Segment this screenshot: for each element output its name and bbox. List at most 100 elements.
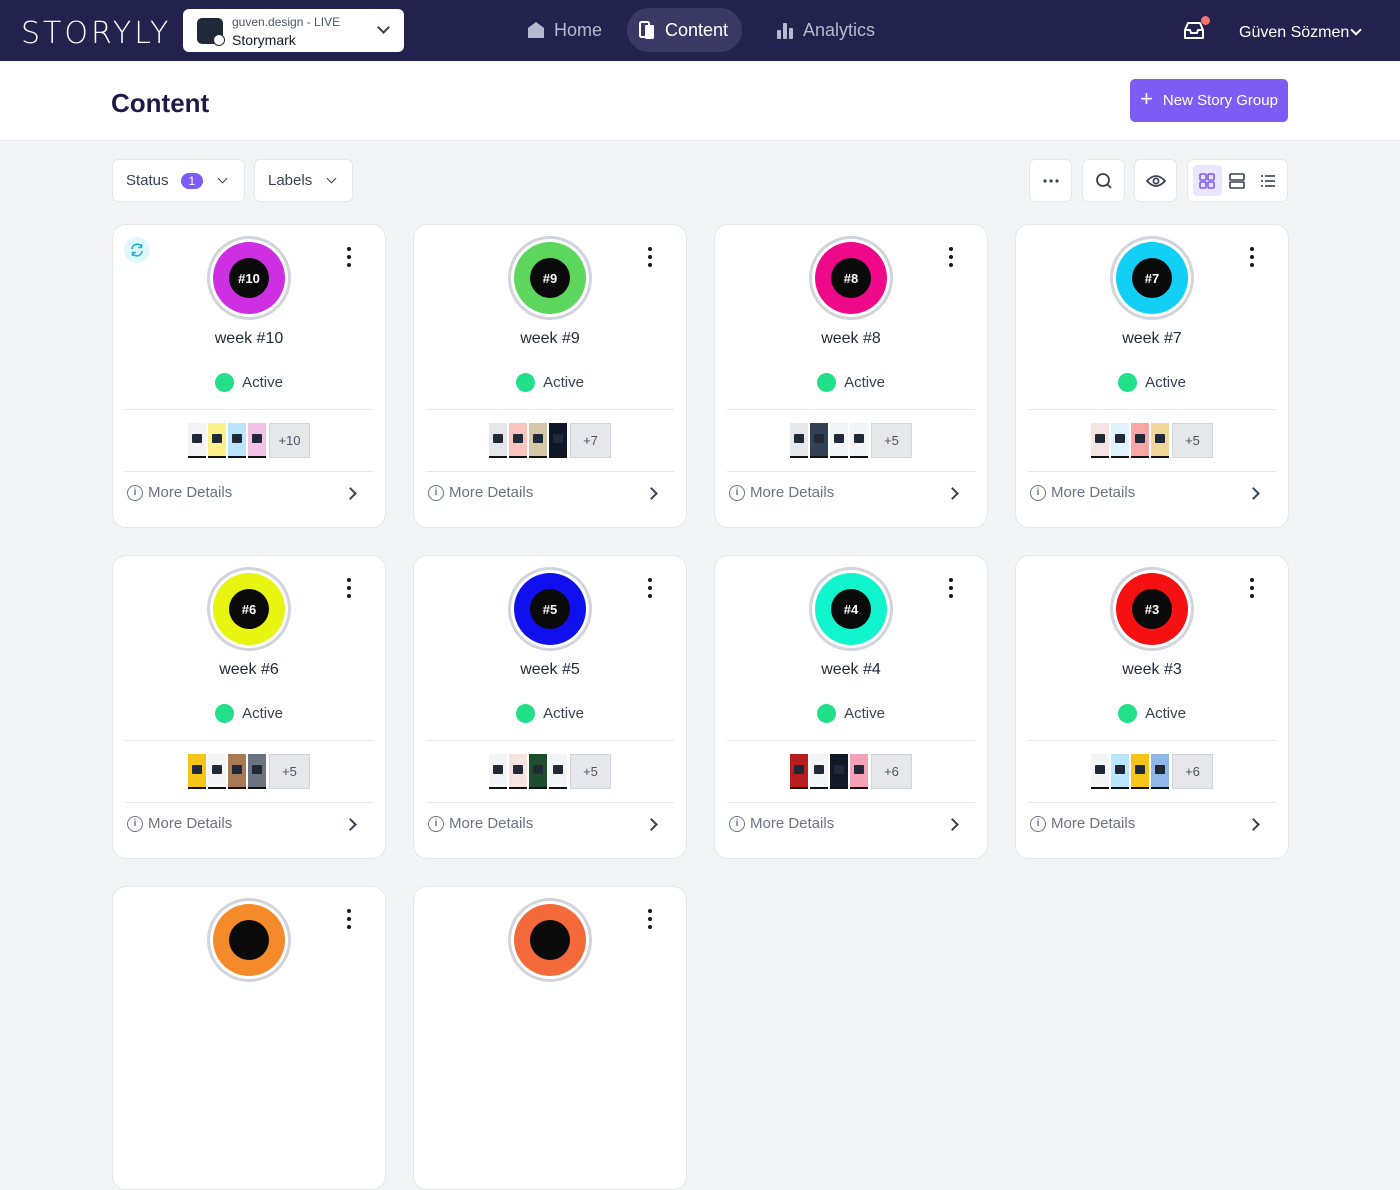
- more-stories-count[interactable]: +6: [1172, 754, 1213, 789]
- more-details-link[interactable]: i More Details: [428, 815, 533, 832]
- story-thumbnail[interactable]: [810, 423, 828, 458]
- search-button[interactable]: [1082, 159, 1125, 202]
- story-thumbnail[interactable]: [489, 754, 507, 789]
- story-thumbnail[interactable]: [810, 754, 828, 789]
- chevron-right-icon[interactable]: [1247, 818, 1260, 831]
- more-details-link[interactable]: i More Details: [428, 484, 533, 501]
- story-thumbnail[interactable]: [549, 754, 567, 789]
- story-thumbnail[interactable]: [1091, 423, 1109, 458]
- story-group-cover[interactable]: #3: [1110, 567, 1194, 651]
- app-selector[interactable]: guven.design - LIVE Storymark: [183, 9, 404, 52]
- story-thumbnail[interactable]: [790, 754, 808, 789]
- kebab-menu-icon[interactable]: [647, 909, 653, 929]
- story-group-card[interactable]: #7 week #7 Active +5 i More Details: [1015, 224, 1289, 528]
- story-group-card[interactable]: #10 week #10 Active +10 i More Details: [112, 224, 386, 528]
- story-group-cover[interactable]: #9: [508, 236, 592, 320]
- story-thumbnail[interactable]: [1151, 754, 1169, 789]
- kebab-menu-icon[interactable]: [647, 247, 653, 267]
- user-menu[interactable]: Güven Sözmen: [1239, 24, 1350, 41]
- story-group-cover[interactable]: [508, 898, 592, 982]
- story-thumbnail[interactable]: [1131, 423, 1149, 458]
- kebab-menu-icon[interactable]: [346, 578, 352, 598]
- story-group-cover[interactable]: #6: [207, 567, 291, 651]
- chevron-right-icon[interactable]: [344, 487, 357, 500]
- more-stories-count[interactable]: +5: [1172, 423, 1213, 458]
- story-group-card[interactable]: #3 week #3 Active +6 i More Details: [1015, 555, 1289, 859]
- chevron-right-icon[interactable]: [645, 487, 658, 500]
- story-thumbnail[interactable]: [208, 754, 226, 789]
- story-thumbnail[interactable]: [1151, 423, 1169, 458]
- more-options-button[interactable]: [1029, 159, 1072, 202]
- story-group-cover[interactable]: #10: [207, 236, 291, 320]
- kebab-menu-icon[interactable]: [948, 247, 954, 267]
- story-thumbnail[interactable]: [830, 423, 848, 458]
- kebab-menu-icon[interactable]: [1249, 578, 1255, 598]
- story-thumbnail[interactable]: [1111, 754, 1129, 789]
- status-filter[interactable]: Status 1: [112, 159, 245, 202]
- more-stories-count[interactable]: +7: [570, 423, 611, 458]
- story-thumbnail[interactable]: [509, 754, 527, 789]
- story-group-card[interactable]: #5 week #5 Active +5 i More Details: [413, 555, 687, 859]
- more-details-link[interactable]: i More Details: [729, 484, 834, 501]
- story-thumbnail[interactable]: [509, 423, 527, 458]
- more-details-link[interactable]: i More Details: [127, 815, 232, 832]
- card-view-button[interactable]: [1223, 165, 1252, 196]
- kebab-menu-icon[interactable]: [1249, 247, 1255, 267]
- more-stories-count[interactable]: +5: [269, 754, 310, 789]
- story-group-card[interactable]: #4 week #4 Active +6 i More Details: [714, 555, 988, 859]
- more-stories-count[interactable]: +5: [570, 754, 611, 789]
- story-thumbnail[interactable]: [489, 423, 507, 458]
- story-group-cover[interactable]: #5: [508, 567, 592, 651]
- more-stories-count[interactable]: +10: [269, 423, 310, 458]
- chevron-right-icon[interactable]: [946, 487, 959, 500]
- labels-filter[interactable]: Labels: [254, 159, 353, 202]
- chevron-down-icon[interactable]: [1350, 24, 1362, 36]
- story-thumbnail[interactable]: [549, 423, 567, 458]
- nav-analytics[interactable]: Analytics: [765, 8, 889, 52]
- story-thumbnail[interactable]: [248, 423, 266, 458]
- nav-home[interactable]: Home: [516, 8, 616, 52]
- story-group-card[interactable]: #8 week #8 Active +5 i More Details: [714, 224, 988, 528]
- grid-view-button[interactable]: [1192, 165, 1222, 196]
- story-group-card[interactable]: [112, 886, 386, 1190]
- more-details-link[interactable]: i More Details: [1030, 815, 1135, 832]
- story-thumbnail[interactable]: [1131, 754, 1149, 789]
- story-group-cover[interactable]: #4: [809, 567, 893, 651]
- story-thumbnail[interactable]: [529, 423, 547, 458]
- preview-button[interactable]: [1134, 159, 1177, 202]
- more-stories-count[interactable]: +6: [871, 754, 912, 789]
- story-group-card[interactable]: #9 week #9 Active +7 i More Details: [413, 224, 687, 528]
- story-group-cover[interactable]: #8: [809, 236, 893, 320]
- story-thumbnail[interactable]: [228, 754, 246, 789]
- story-thumbnail[interactable]: [188, 754, 206, 789]
- nav-content[interactable]: Content: [627, 8, 743, 52]
- chevron-right-icon[interactable]: [1247, 487, 1260, 500]
- story-thumbnail[interactable]: [830, 754, 848, 789]
- new-story-group-button[interactable]: + New Story Group: [1130, 79, 1288, 122]
- storyly-logo[interactable]: STORYLY: [21, 16, 172, 51]
- story-group-card[interactable]: [413, 886, 687, 1190]
- story-thumbnail[interactable]: [850, 423, 868, 458]
- more-details-link[interactable]: i More Details: [729, 815, 834, 832]
- story-thumbnail[interactable]: [1091, 754, 1109, 789]
- kebab-menu-icon[interactable]: [948, 578, 954, 598]
- chevron-right-icon[interactable]: [645, 818, 658, 831]
- more-details-link[interactable]: i More Details: [1030, 484, 1135, 501]
- more-stories-count[interactable]: +5: [871, 423, 912, 458]
- chevron-right-icon[interactable]: [344, 818, 357, 831]
- chevron-right-icon[interactable]: [946, 818, 959, 831]
- story-thumbnail[interactable]: [248, 754, 266, 789]
- story-thumbnail[interactable]: [188, 423, 206, 458]
- story-thumbnail[interactable]: [208, 423, 226, 458]
- story-group-cover[interactable]: #7: [1110, 236, 1194, 320]
- story-group-cover[interactable]: [207, 898, 291, 982]
- story-thumbnail[interactable]: [790, 423, 808, 458]
- kebab-menu-icon[interactable]: [346, 247, 352, 267]
- kebab-menu-icon[interactable]: [647, 578, 653, 598]
- story-thumbnail[interactable]: [850, 754, 868, 789]
- kebab-menu-icon[interactable]: [346, 909, 352, 929]
- story-thumbnail[interactable]: [1111, 423, 1129, 458]
- story-thumbnail[interactable]: [228, 423, 246, 458]
- list-view-button[interactable]: [1253, 165, 1282, 196]
- notifications-button[interactable]: [1183, 16, 1210, 45]
